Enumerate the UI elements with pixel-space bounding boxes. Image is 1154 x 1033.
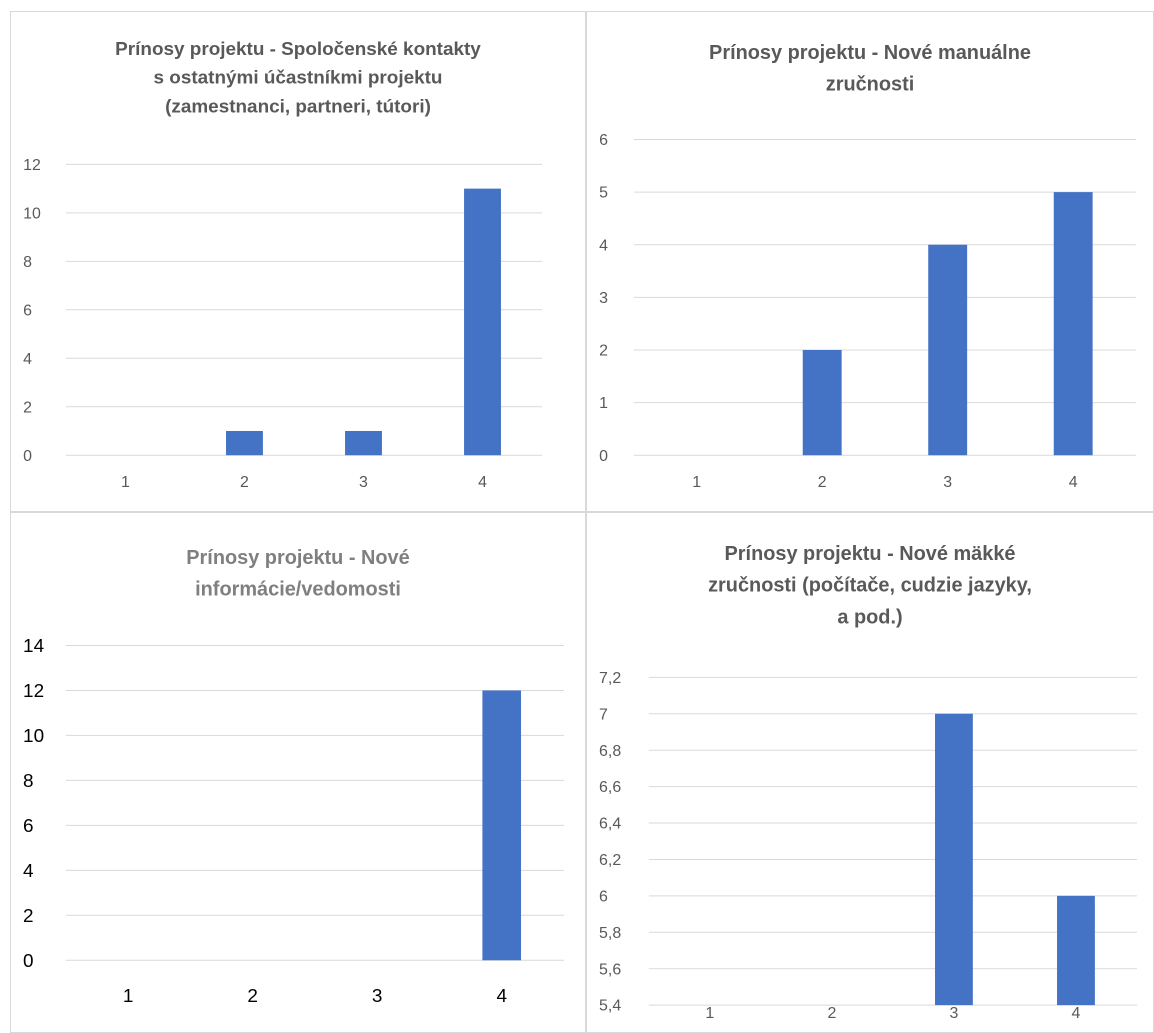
y-tick-label: 2 — [23, 906, 34, 927]
y-tick-label: 5,8 — [599, 925, 621, 942]
y-tick-label: 7,2 — [599, 670, 621, 687]
y-tick-label: 5,4 — [599, 998, 621, 1015]
x-tick-label: 1 — [692, 474, 701, 491]
chart-title-line: s ostatnými účastníkmi projektu — [154, 68, 443, 89]
chart-svg: Prínosy projektu - Nové mäkké zručnosti (… — [599, 543, 1137, 1022]
y-tick-label: 1 — [599, 395, 608, 412]
y-tick-label: 6,8 — [599, 743, 621, 760]
chart-title-line: Prínosy projektu - Nové manuálne — [709, 42, 1031, 64]
x-tick-label: 4 — [478, 474, 487, 491]
x-tick-label: 1 — [121, 474, 130, 491]
y-tick-label: 4 — [599, 237, 608, 254]
chart-svg: Prínosy projektu - Nové manuálne zručnost… — [599, 42, 1136, 491]
x-tick-label: 3 — [949, 1005, 958, 1022]
chart-panel-manual-skills: Prínosy projektu - Nové manuálne zručnost… — [586, 11, 1154, 512]
bar — [226, 430, 263, 456]
y-tick-label: 2 — [23, 399, 32, 416]
y-tick-label: 14 — [23, 636, 44, 657]
y-tick-label: 6 — [23, 816, 34, 837]
y-tick-label: 6,2 — [599, 852, 621, 869]
chart-svg: Prínosy projektu - Spoločenské kontakty s… — [23, 39, 543, 491]
y-tick-label: 4 — [23, 861, 34, 882]
y-tick-label: 5,6 — [599, 961, 621, 978]
chart-title-line: a pod.) — [837, 607, 902, 629]
chart-title-line: Prínosy projektu - Nové mäkké — [725, 543, 1016, 565]
chart-title-line: Prínosy projektu - Nové — [186, 547, 409, 569]
x-tick-label: 1 — [705, 1005, 714, 1022]
x-tick-label: 2 — [818, 474, 827, 491]
y-tick-label: 0 — [23, 448, 32, 465]
y-tick-label: 8 — [23, 254, 32, 271]
chart-title-line: (zamestnanci, partneri, tútori) — [165, 97, 431, 118]
bar — [345, 430, 382, 456]
x-tick-label: 2 — [240, 474, 249, 491]
y-tick-label: 2 — [599, 343, 608, 360]
x-tick-label: 4 — [1069, 474, 1078, 491]
x-tick-label: 3 — [943, 474, 952, 491]
y-tick-label: 6 — [599, 888, 608, 905]
bar — [1053, 192, 1093, 456]
y-tick-label: 6,4 — [599, 816, 621, 833]
y-tick-label: 6 — [23, 302, 32, 319]
chart-panel-soft-skills: Prínosy projektu - Nové mäkké zručnosti (… — [586, 512, 1154, 1033]
chart-title-line: informácie/vedomosti — [195, 579, 401, 601]
chart-title-line: zručnosti (počítače, cudzie jazyky, — [708, 575, 1032, 597]
bar — [1057, 895, 1095, 1006]
y-tick-label: 12 — [23, 681, 44, 702]
chart-svg: Prínosy projektu - Nové informácie/vedomo… — [23, 547, 564, 1007]
bar — [482, 690, 522, 961]
bar — [802, 349, 842, 456]
chart-title-line: Prínosy projektu - Spoločenské kontakty — [115, 39, 481, 60]
y-tick-label: 3 — [599, 290, 608, 307]
y-tick-label: 12 — [23, 157, 41, 174]
y-tick-label: 6,6 — [599, 779, 621, 796]
x-tick-label: 4 — [496, 986, 507, 1007]
x-tick-label: 1 — [123, 986, 134, 1007]
x-tick-label: 3 — [359, 474, 368, 491]
y-tick-label: 10 — [23, 205, 41, 222]
y-tick-label: 5 — [599, 185, 608, 202]
y-tick-label: 4 — [23, 351, 32, 368]
y-tick-label: 7 — [599, 706, 608, 723]
chart-panel-social-contacts: Prínosy projektu - Spoločenské kontakty s… — [10, 11, 586, 512]
y-tick-label: 8 — [23, 771, 34, 792]
chart-panel-information: Prínosy projektu - Nové informácie/vedomo… — [10, 512, 586, 1033]
y-tick-label: 0 — [23, 951, 34, 972]
bar — [464, 188, 501, 456]
y-tick-label: 10 — [23, 726, 44, 747]
x-tick-label: 2 — [827, 1005, 836, 1022]
x-tick-label: 2 — [247, 986, 258, 1007]
bar — [928, 244, 968, 456]
x-tick-label: 4 — [1072, 1005, 1081, 1022]
chart-title-line: zručnosti — [826, 74, 914, 96]
y-tick-label: 6 — [599, 132, 608, 149]
x-tick-label: 3 — [372, 986, 383, 1007]
bar — [935, 713, 973, 1006]
y-tick-label: 0 — [599, 448, 608, 465]
